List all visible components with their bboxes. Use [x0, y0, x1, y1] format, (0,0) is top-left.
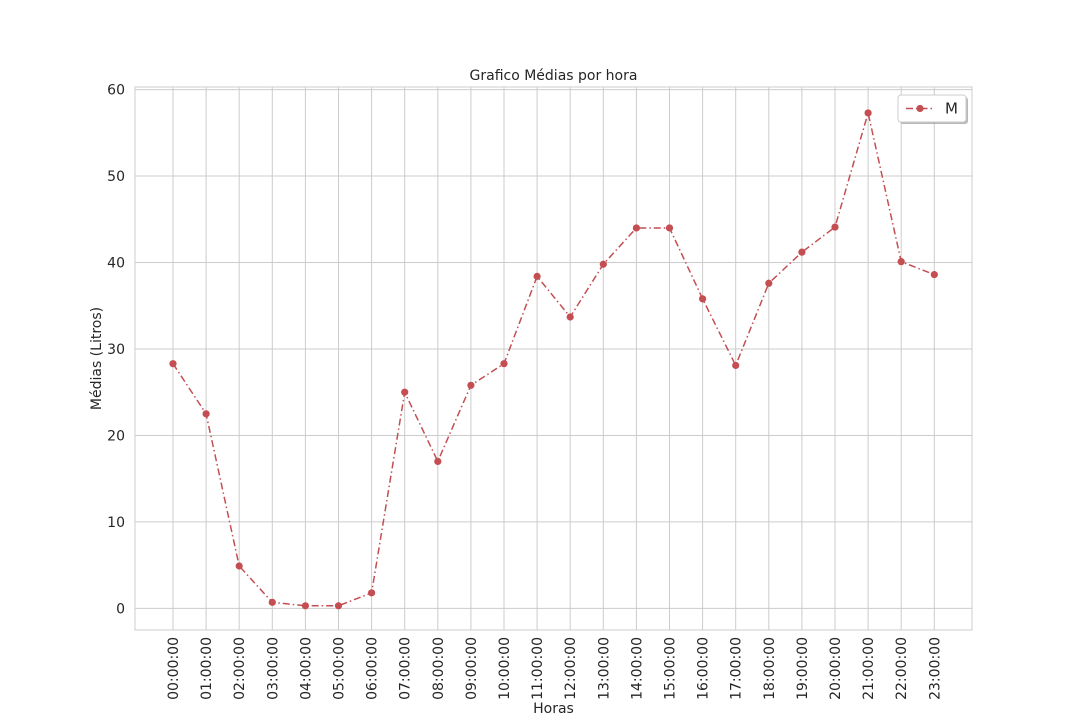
data-point	[930, 271, 938, 279]
data-point	[202, 410, 210, 418]
legend-marker	[916, 104, 924, 113]
data-point	[268, 598, 276, 606]
data-point	[897, 258, 905, 266]
data-point	[599, 260, 607, 268]
y-tick-label: 60	[107, 83, 125, 99]
x-tick-label: 12:00:00	[563, 637, 579, 700]
x-tick-label: 01:00:00	[199, 637, 215, 700]
x-axis-title: Horas	[533, 701, 574, 717]
x-tick-label: 09:00:00	[464, 637, 480, 700]
y-axis-title: Médias (Litros)	[89, 307, 105, 410]
x-tick-label: 05:00:00	[332, 637, 348, 700]
y-tick-label: 30	[107, 342, 125, 358]
data-point	[699, 295, 707, 303]
data-point	[665, 224, 674, 232]
y-tick-label: 20	[107, 428, 125, 444]
data-point	[566, 313, 574, 321]
data-point	[334, 602, 343, 610]
x-tick-label: 15:00:00	[663, 637, 679, 700]
x-tick-label: 02:00:00	[232, 637, 248, 700]
legend: M	[897, 94, 968, 124]
chart-title: Grafico Médias por hora	[470, 68, 638, 84]
x-tick-label: 04:00:00	[298, 637, 314, 700]
x-tick-label: 16:00:00	[696, 637, 712, 700]
x-tick-label: 23:00:00	[927, 637, 943, 700]
x-tick-label: 19:00:00	[795, 637, 811, 700]
data-point	[732, 361, 740, 370]
grid-lines	[135, 87, 972, 630]
x-tick-label: 06:00:00	[365, 637, 381, 700]
data-point	[434, 457, 442, 465]
series-line	[172, 112, 935, 607]
data-point	[368, 589, 376, 597]
data-point	[401, 388, 409, 396]
data-point	[533, 272, 541, 280]
series-group	[169, 109, 938, 610]
plot-area	[134, 86, 973, 631]
x-tick-label: 07:00:00	[398, 637, 414, 700]
y-tick-label: 40	[107, 256, 125, 272]
x-tick-label: 17:00:00	[729, 637, 745, 700]
data-point	[235, 562, 243, 570]
data-point	[467, 381, 475, 389]
y-tick-label: 10	[107, 515, 125, 531]
x-tick-label: 13:00:00	[596, 637, 612, 700]
x-tick-label: 00:00:00	[166, 637, 182, 700]
y-tick-label: 50	[107, 169, 125, 185]
data-point	[169, 360, 177, 368]
data-point	[632, 224, 641, 232]
x-tick-label: 18:00:00	[762, 637, 778, 700]
x-tick-label: 11:00:00	[530, 637, 546, 700]
data-point	[500, 360, 508, 368]
y-axis: 0 10 20 30 40 50 60	[107, 83, 125, 618]
data-point	[864, 109, 872, 117]
data-point	[798, 248, 806, 256]
x-tick-label: 14:00:00	[629, 637, 645, 700]
x-tick-label: 03:00:00	[265, 637, 281, 700]
data-point	[765, 279, 773, 287]
data-point	[831, 223, 839, 231]
data-point	[301, 602, 309, 610]
x-tick-label: 10:00:00	[497, 637, 513, 700]
y-tick-label: 0	[116, 601, 125, 617]
x-tick-label: 22:00:00	[894, 637, 910, 700]
x-axis: 00:00:00 01:00:00 02:00:00 03:00:00 04:00:00…	[166, 637, 943, 700]
x-tick-label: 21:00:00	[861, 637, 877, 700]
x-tick-label: 20:00:00	[828, 637, 844, 700]
x-tick-label: 08:00:00	[431, 637, 447, 700]
legend-label: M	[945, 100, 958, 118]
